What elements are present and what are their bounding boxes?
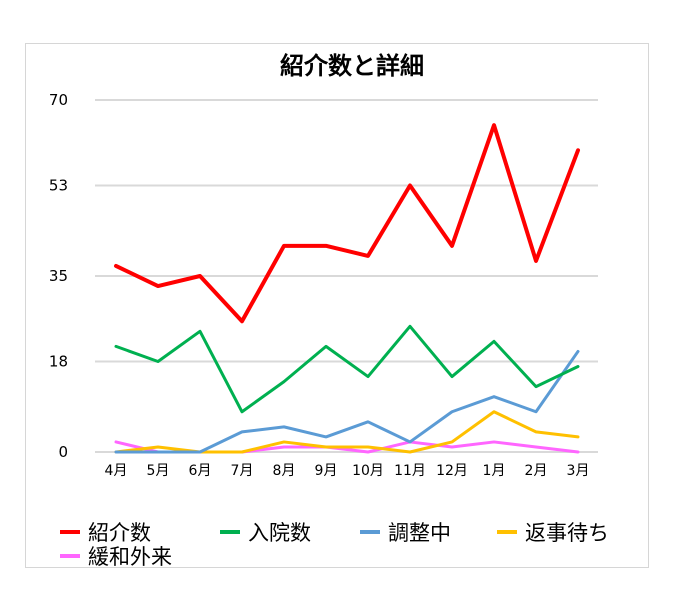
x-axis-ticks: 4月 5月 6月 7月 8月 9月 10月 11月 12月 1月 2月 3月 xyxy=(105,463,590,479)
series-line-1 xyxy=(114,123,580,324)
legend-item: 緩和外来 xyxy=(60,545,172,569)
chart-title: 紹介数と詳細 xyxy=(280,52,424,80)
chart-frame xyxy=(25,43,649,568)
series-line-3 xyxy=(114,349,580,454)
y-tick-label: 35 xyxy=(49,267,68,285)
x-tick-label: 11月 xyxy=(394,463,426,479)
legend-label: 調整中 xyxy=(388,521,451,545)
x-tick-label: 5月 xyxy=(147,463,170,479)
y-tick-label: 18 xyxy=(49,352,68,370)
x-tick-label: 3月 xyxy=(567,463,590,479)
x-tick-label: 1月 xyxy=(483,463,506,479)
y-tick-label: 0 xyxy=(58,443,68,461)
x-tick-label: 12月 xyxy=(436,463,468,479)
legend-label: 緩和外来 xyxy=(88,545,172,569)
x-tick-label: 4月 xyxy=(105,463,128,479)
x-tick-label: 10月 xyxy=(352,463,384,479)
legend-label: 返事待ち xyxy=(525,521,609,545)
legend-label: 入院数 xyxy=(248,521,311,545)
gridlines xyxy=(95,99,598,453)
x-tick-label: 8月 xyxy=(273,463,296,479)
y-tick-label: 53 xyxy=(49,176,68,194)
y-tick-label: 70 xyxy=(49,91,68,109)
series-line-2 xyxy=(114,324,580,414)
x-tick-label: 7月 xyxy=(231,463,254,479)
series-lines xyxy=(114,123,580,454)
x-tick-label: 6月 xyxy=(189,463,212,479)
x-tick-label: 2月 xyxy=(525,463,548,479)
series-line-4 xyxy=(114,410,580,454)
x-tick-label: 9月 xyxy=(315,463,338,479)
legend-item: 返事待ち xyxy=(497,521,609,545)
legend-item: 紹介数 xyxy=(60,521,151,545)
legend-item: 調整中 xyxy=(360,521,451,545)
legend-item: 入院数 xyxy=(220,521,311,545)
legend-label: 紹介数 xyxy=(88,521,151,545)
y-axis-ticks: 0 18 35 53 70 xyxy=(49,91,68,461)
